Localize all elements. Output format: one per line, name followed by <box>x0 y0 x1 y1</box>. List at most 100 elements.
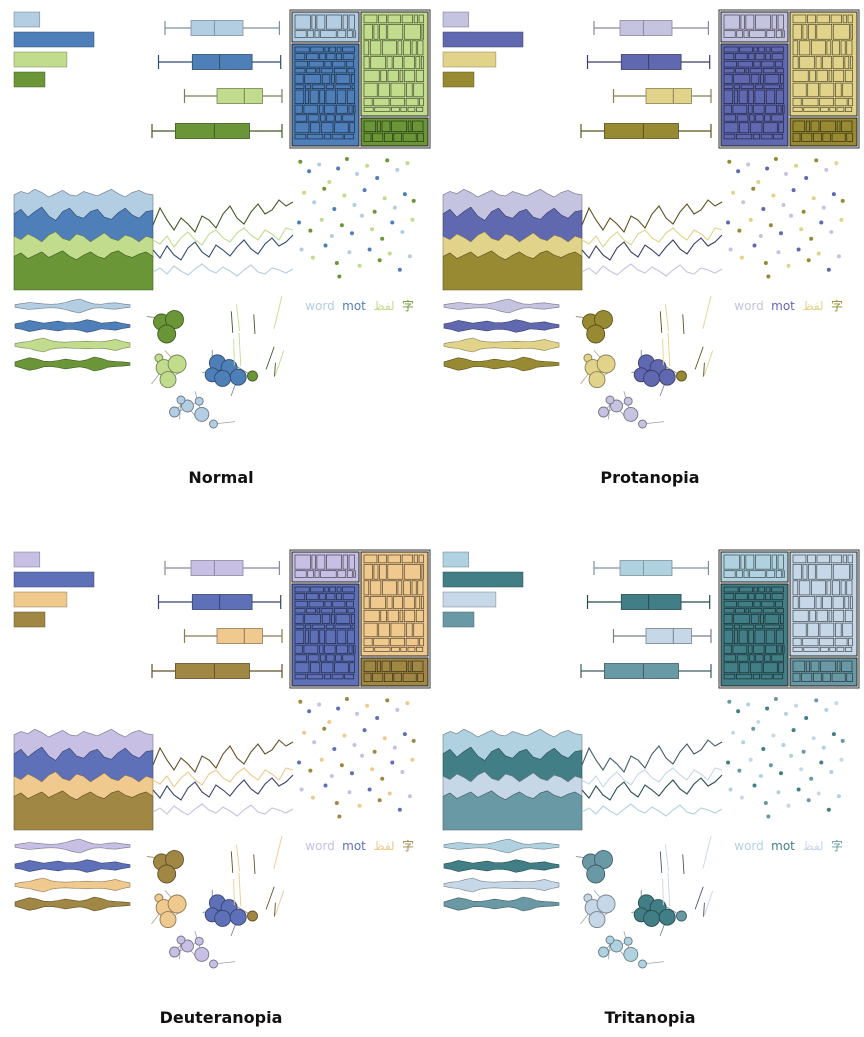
treemap-cell <box>336 104 348 114</box>
legend-word: لفظ <box>373 299 394 313</box>
treemap-cell <box>387 14 401 24</box>
treemap-cell <box>782 570 785 578</box>
scatter-point <box>739 255 744 260</box>
treemap-cell <box>370 56 386 70</box>
scatter-point <box>816 251 821 256</box>
treemap-cell <box>755 14 771 30</box>
treemap-cell <box>294 614 304 624</box>
treemap-cell <box>418 554 424 564</box>
treemap-cell <box>723 673 736 680</box>
treemap-cell <box>403 563 421 580</box>
scatter-point <box>726 220 731 225</box>
scatter-point <box>377 258 382 263</box>
scatter-point <box>332 747 337 751</box>
treemap-cell <box>318 644 324 654</box>
scatter-point <box>836 254 841 259</box>
treemap-cell <box>802 563 808 580</box>
treemap-cell <box>808 563 816 580</box>
scatter-point <box>804 175 809 180</box>
treemap-cell <box>346 89 355 104</box>
scatter-point <box>778 771 783 776</box>
treemap-cell <box>842 14 847 24</box>
treemap-cell <box>303 644 319 654</box>
treemap-cell <box>403 23 421 40</box>
treemap-cell <box>723 46 739 53</box>
treemap-cell <box>754 624 763 629</box>
scatter-point <box>319 217 324 222</box>
scatter-point <box>826 267 831 272</box>
treemap-cell <box>320 608 334 614</box>
panel-graphics: word mot لفظ 字 <box>13 9 431 429</box>
line-series <box>152 803 294 817</box>
treemap-cell <box>326 14 342 30</box>
panel-title: Normal <box>188 468 253 487</box>
treemap-cell <box>418 14 424 24</box>
bubble <box>594 850 613 870</box>
treemap-cell <box>762 68 776 74</box>
treemap-cell <box>363 23 373 40</box>
treemap-cell <box>749 608 763 614</box>
treemap-cell <box>816 23 833 40</box>
treemap-cell <box>307 570 314 578</box>
treemap-cell <box>844 609 853 622</box>
treemap-cell <box>363 14 378 24</box>
treemap-cell <box>382 40 397 56</box>
treemap-cell <box>832 596 844 610</box>
treemap-cell <box>316 14 326 30</box>
panel-deuteranopia: word mot لفظ 字 Deuteranopia <box>13 549 431 1027</box>
treemap-cell <box>832 563 850 580</box>
scatter-point <box>382 196 387 201</box>
treemap-cell <box>403 609 416 622</box>
treemap-cell <box>363 40 370 56</box>
treemap-cell <box>764 614 780 624</box>
panel-graphics: word mot لفظ 字 <box>13 549 431 969</box>
scatter-point <box>365 703 370 708</box>
treemap-cell <box>405 637 419 647</box>
treemap-cell <box>399 69 404 82</box>
treemap-cell <box>304 89 309 104</box>
treemap-cell <box>799 56 815 70</box>
link-stroke <box>702 295 712 329</box>
treemap-cell <box>777 554 784 570</box>
treemap-cell <box>792 609 809 622</box>
treemap-cell <box>294 122 310 134</box>
treemap-cell <box>353 644 356 654</box>
bubble <box>623 936 633 946</box>
treemap-cell <box>381 660 391 673</box>
treemap-cell <box>775 60 783 68</box>
treemap-cell <box>840 40 846 56</box>
legend-word: mot <box>771 299 795 313</box>
treemap-cell <box>370 596 386 610</box>
treemap-cell <box>735 68 745 74</box>
treemap-cell <box>775 600 783 608</box>
scatter-point <box>302 190 307 195</box>
treemap-cell <box>830 554 842 564</box>
treemap-cell <box>321 74 331 84</box>
treemap-cell <box>412 120 424 133</box>
treemap-cell <box>294 30 307 38</box>
treemap-cell <box>363 609 380 622</box>
treemap-cell <box>748 89 754 104</box>
treemap-cell <box>390 82 406 98</box>
scatter-point <box>728 247 733 252</box>
treemap-cell <box>771 654 784 662</box>
treemap-cell <box>805 120 810 133</box>
bar <box>13 591 68 608</box>
bubble <box>610 939 623 953</box>
link-stroke <box>238 872 242 907</box>
treemap-cell <box>294 662 310 674</box>
treemap-cell <box>765 53 771 61</box>
line-series <box>581 263 723 277</box>
scatter-point <box>375 715 380 720</box>
scatter-point <box>298 699 303 704</box>
scatter-point <box>809 776 814 781</box>
treemap-cell <box>777 644 782 654</box>
treemap-cell <box>782 104 785 114</box>
scatter-point <box>773 697 778 702</box>
treemap-cell <box>798 40 811 56</box>
treemap-cell <box>723 593 735 601</box>
bar <box>13 51 68 68</box>
treemap-cell <box>733 614 751 624</box>
scatter-point <box>781 202 786 207</box>
scatter-point <box>410 757 415 762</box>
